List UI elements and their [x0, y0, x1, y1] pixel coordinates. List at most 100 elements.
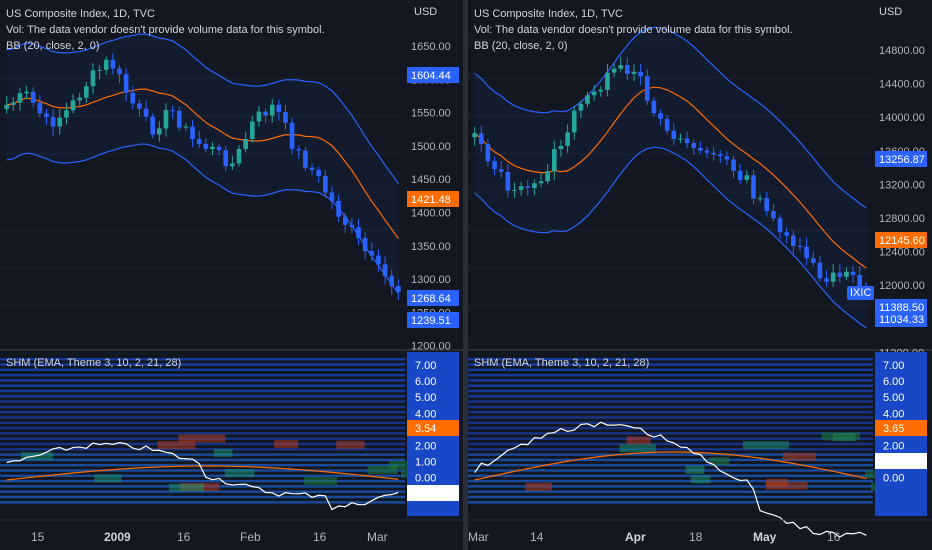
candle-body	[644, 76, 650, 101]
candle-body	[90, 70, 96, 87]
shm-tick-label: 7.00	[883, 360, 904, 372]
candle-body	[591, 91, 597, 96]
candle-body	[216, 146, 222, 150]
shm-heat-blob	[690, 475, 711, 484]
candle-body	[143, 108, 149, 117]
shm-tick-label: 5.00	[883, 392, 904, 404]
candle-body	[525, 186, 531, 188]
price-tick-label: 1200.00	[411, 341, 451, 353]
shm-tag-label: 3.54	[415, 423, 436, 435]
shm-indicator-label[interactable]: SHM (EMA, Theme 3, 10, 2, 21, 28)	[6, 357, 182, 369]
shm-heat-stripe	[468, 490, 873, 493]
candle-body	[210, 146, 215, 150]
candle-body	[117, 68, 122, 75]
candle-body	[316, 169, 322, 177]
candle-body	[137, 103, 142, 109]
shm-heat-blob	[304, 476, 338, 485]
shm-heat-blob	[94, 474, 122, 483]
shm-heat-stripe	[0, 479, 405, 483]
candle-body	[512, 189, 517, 191]
chart-canvas-right[interactable]: 14800.0014400.0014000.0013600.0013200.00…	[468, 0, 932, 550]
candle-body	[551, 149, 557, 172]
price-tick-label: 12800.00	[879, 213, 925, 225]
shm-heat-stripe	[468, 458, 873, 462]
candle-body	[771, 211, 776, 219]
shm-heat-stripe	[468, 384, 873, 387]
shm-heat-stripe	[468, 426, 873, 430]
shm-heat-stripe	[0, 421, 405, 424]
shm-indicator-label[interactable]: SHM (EMA, Theme 3, 10, 2, 21, 28)	[474, 357, 650, 369]
shm-heat-stripe	[468, 437, 873, 440]
candle-body	[190, 126, 195, 140]
candle-body	[17, 93, 23, 103]
candle-body	[97, 69, 102, 71]
candle-body	[737, 170, 743, 180]
candle-body	[163, 110, 169, 129]
shm-heat-stripe	[468, 501, 873, 504]
shm-heat-stripe	[0, 495, 405, 499]
shm-heat-stripe	[468, 373, 873, 377]
time-axis-label: 14	[530, 530, 544, 544]
bb-indicator-label[interactable]: BB (20, close, 2, 0)	[6, 40, 100, 52]
chart-pane-left[interactable]: 1650.001600.001550.001500.001450.001400.…	[0, 0, 463, 550]
shm-heat-blob	[274, 440, 299, 449]
shm-heat-stripe	[468, 479, 873, 483]
time-axis-label: 16	[313, 530, 327, 544]
candle-body	[605, 72, 610, 90]
chart-legend: US Composite Index, 1D, TVC Vol: The dat…	[474, 6, 793, 54]
currency-label[interactable]: USD	[879, 6, 903, 18]
chart-canvas-left[interactable]: 1650.001600.001550.001500.001450.001400.…	[0, 0, 463, 550]
candle-body	[565, 132, 570, 146]
time-axis-label: 16	[827, 530, 841, 544]
price-tick-label: 13200.00	[879, 179, 925, 191]
shm-heat-blob	[619, 444, 656, 453]
shm-heat-stripe	[468, 379, 873, 382]
shm-heat-blob	[336, 440, 365, 449]
chart-legend: US Composite Index, 1D, TVC Vol: The dat…	[6, 6, 325, 54]
price-tick-label: 14000.00	[879, 112, 925, 124]
bb-indicator-label[interactable]: BB (20, close, 2, 0)	[474, 40, 568, 52]
shm-heat-stripe	[0, 474, 405, 477]
pane-divider[interactable]	[463, 0, 468, 550]
price-tag	[875, 311, 927, 327]
candle-body	[817, 262, 823, 279]
candle-body	[382, 264, 388, 276]
candle-body	[498, 169, 504, 172]
shm-heat-stripe	[0, 379, 405, 382]
candle-body	[157, 128, 162, 135]
bb-band-fill	[474, 27, 867, 328]
price-tag	[875, 151, 927, 167]
candle-body	[44, 113, 49, 118]
time-axis-label: 2009	[104, 530, 131, 544]
candle-body	[810, 258, 816, 263]
shm-heat-stripe	[468, 469, 873, 472]
candle-body	[276, 104, 282, 113]
candle-body	[731, 159, 736, 171]
candle-body	[684, 138, 690, 144]
symbol-badge: IXIC	[847, 286, 875, 300]
shm-heat-blob	[685, 465, 705, 474]
candle-body	[24, 91, 29, 94]
candle-body	[611, 68, 617, 73]
shm-heat-stripe	[0, 490, 405, 493]
chart-pane-right[interactable]: 14800.0014400.0014000.0013600.0013200.00…	[468, 0, 932, 550]
candle-body	[638, 71, 643, 77]
shm-heat-stripe	[0, 368, 405, 371]
symbol-title[interactable]: US Composite Index, 1D, TVC	[474, 8, 623, 20]
candle-body	[571, 110, 577, 133]
price-tag	[407, 67, 459, 83]
price-tag-label: 1421.48	[411, 194, 451, 206]
candle-body	[678, 138, 683, 140]
candle-body	[77, 97, 82, 101]
candle-body	[804, 246, 809, 259]
symbol-title[interactable]: US Composite Index, 1D, TVC	[6, 8, 155, 20]
price-tick-label: 12400.00	[879, 247, 925, 259]
shm-tick-label: 1.00	[415, 457, 436, 469]
currency-label[interactable]: USD	[414, 6, 438, 18]
candle-body	[236, 149, 242, 164]
candle-body	[230, 163, 235, 167]
shm-heat-blob	[168, 483, 204, 492]
candle-body	[369, 251, 375, 256]
shm-heat-stripe	[0, 400, 405, 403]
shm-heat-stripe	[468, 432, 873, 435]
